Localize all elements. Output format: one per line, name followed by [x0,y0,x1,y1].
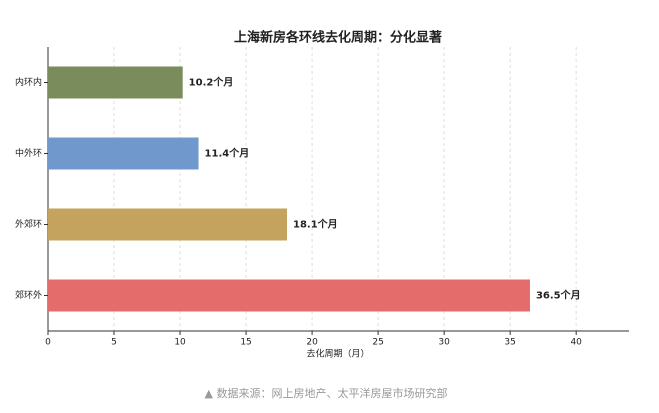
x-tick-label: 15 [240,338,251,348]
value-label: 18.1个月 [293,218,338,231]
bar [48,279,530,312]
x-tick-label: 10 [174,338,186,348]
bar [48,66,183,99]
footer: ▲ 数据来源：网上房地产、太平洋房屋市场研究部 [205,386,448,400]
y-tick-label: 中外环 [15,147,42,159]
x-tick-label: 40 [570,338,582,348]
x-tick-label: 20 [306,338,318,348]
y-tick-label: 郊环外 [15,289,42,301]
y-tick-label: 内环内 [15,76,42,88]
chart-title: 上海新房各环线去化周期：分化显著 [234,30,442,46]
bar [48,208,288,241]
x-axis-label: 去化周期（月） [306,348,369,360]
x-tick-label: 5 [111,338,117,348]
x-tick-label: 35 [504,338,515,348]
value-label: 10.2个月 [189,76,234,89]
y-tick-label: 外郊环 [15,218,42,230]
x-tick-label: 30 [438,338,450,348]
value-label: 11.4个月 [205,147,250,160]
x-tick-label: 25 [372,338,383,348]
x-tick-label: 0 [45,338,51,348]
value-label: 36.5个月 [536,289,581,302]
bar [48,137,199,170]
